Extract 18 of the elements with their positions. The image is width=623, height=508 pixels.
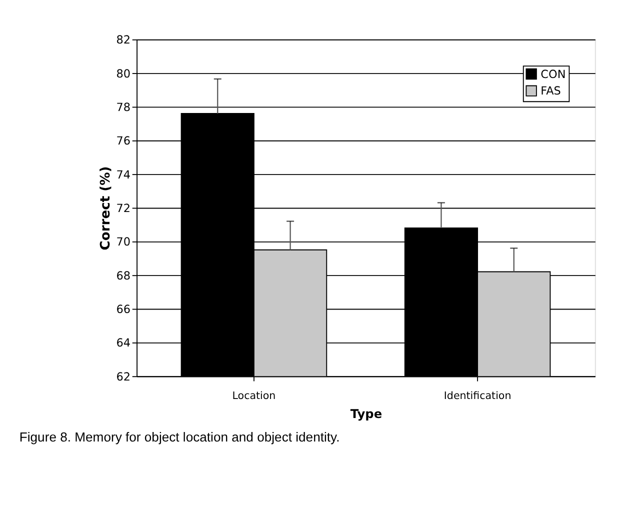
caption: Figure 8. Memory for object location and object identity. [19, 430, 340, 445]
y-tick-label: 74 [116, 168, 130, 182]
y-axis-title: Correct (%) [98, 166, 114, 250]
y-tick-label: 80 [116, 67, 130, 80]
legend-label: FAS [540, 84, 561, 98]
y-tick-label: 62 [116, 370, 130, 384]
x-axis-title: Type [350, 406, 382, 421]
x-tick-label: Identification [444, 390, 512, 402]
y-tick-label: 64 [116, 336, 130, 350]
y-tick-label: 72 [116, 202, 130, 215]
x-tick-label: Location [232, 390, 276, 402]
y-tick-label: 70 [116, 236, 130, 249]
y-tick-label: 68 [116, 269, 130, 282]
legend-label: CON [540, 68, 566, 81]
y-tick-label: 76 [116, 134, 130, 148]
y-tick-label: 82 [116, 34, 130, 47]
y-tick-label: 66 [116, 303, 130, 316]
y-tick-label: 78 [116, 100, 130, 114]
